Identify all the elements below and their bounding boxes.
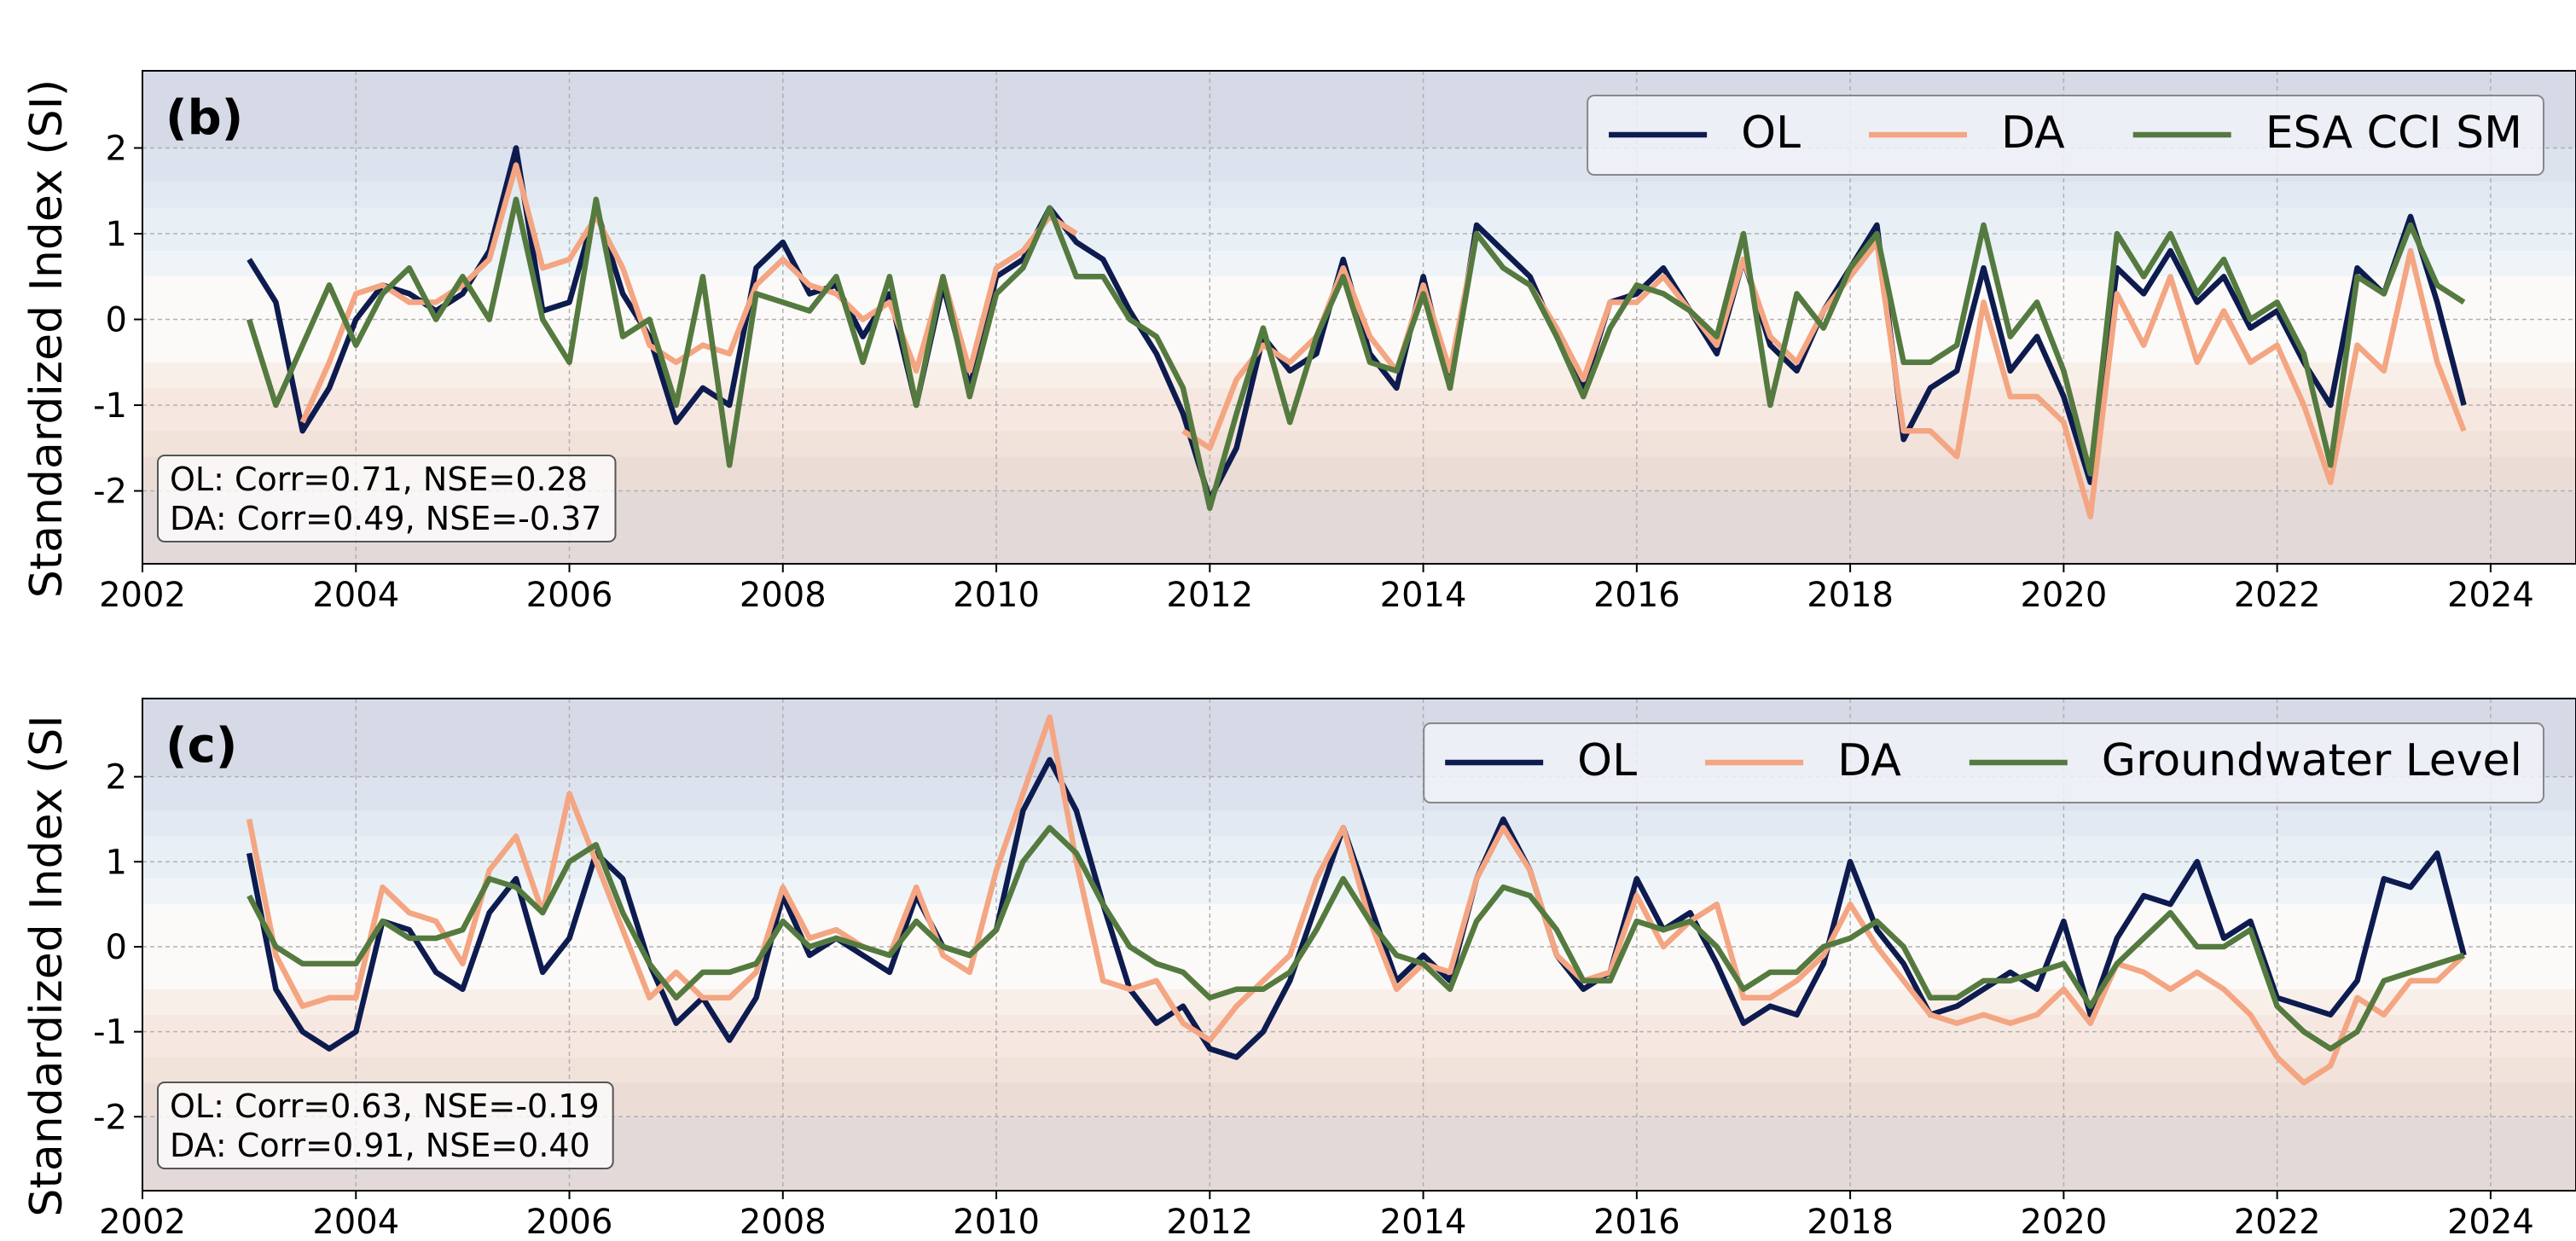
series-line xyxy=(246,714,2466,1086)
x-tick-label: 2022 xyxy=(2234,1203,2321,1241)
x-tick-label: 2004 xyxy=(312,1203,399,1241)
y-tick-label: -2 xyxy=(93,1098,127,1137)
background-band xyxy=(142,207,2576,252)
y-tick-label: 2 xyxy=(106,758,127,797)
legend-label: OL xyxy=(1741,107,1801,159)
x-tick-label: 2008 xyxy=(740,576,827,615)
y-tick-label: 0 xyxy=(106,928,127,967)
x-tick-label: 2006 xyxy=(526,576,613,615)
y-tick-label: -2 xyxy=(93,473,127,512)
plot-area xyxy=(142,699,2576,1191)
x-tick-label: 2012 xyxy=(1166,1203,1253,1241)
x-tick-label: 2018 xyxy=(1807,576,1894,615)
y-tick-label: 1 xyxy=(106,215,127,254)
background-band xyxy=(142,810,2576,837)
axes-frame xyxy=(142,70,2576,565)
legend: OL DA Groundwater Level xyxy=(1423,722,2544,803)
x-tick-label: 2010 xyxy=(953,1203,1040,1241)
x-tick-label: 2016 xyxy=(1593,1203,1680,1241)
x-tick-label: 2024 xyxy=(2447,576,2534,615)
legend-label: DA xyxy=(2001,107,2065,159)
x-tick-label: 2008 xyxy=(740,1203,827,1241)
x-tick-label: 2002 xyxy=(99,576,186,615)
x-tick-label: 2010 xyxy=(953,576,1040,615)
axes-frame xyxy=(142,698,2576,1192)
background-band xyxy=(142,989,2576,1015)
stats-text: DA: Corr=0.49, NSE=-0.37 xyxy=(170,500,602,537)
stats-text: OL: Corr=0.63, NSE=-0.19 xyxy=(170,1087,600,1125)
legend: OL DA ESA CCI SM xyxy=(1587,95,2544,176)
stats-box xyxy=(157,1082,614,1169)
chart-panel: -2 -1 0 1 2 2002 2004 2006 2008 2010 2012 2014 2016 2… xyxy=(21,70,2576,615)
background-band xyxy=(142,387,2576,432)
x-tick-label: 2020 xyxy=(2020,1203,2107,1241)
y-tick-label: 0 xyxy=(106,301,127,340)
y-axis-label: Standardized Index (SI xyxy=(21,715,73,1216)
x-tick-label: 2006 xyxy=(526,1203,613,1241)
background-band xyxy=(142,362,2576,388)
x-tick-label: 2018 xyxy=(1807,1203,1894,1241)
x-tick-label: 2004 xyxy=(312,576,399,615)
background-band xyxy=(142,431,2576,457)
y-axis-label: Standardized Index (SI) xyxy=(21,79,73,598)
panel-label: (c) xyxy=(165,718,237,774)
stats-box xyxy=(157,455,617,542)
x-tick-label: 2014 xyxy=(1380,1203,1467,1241)
series-line xyxy=(247,825,2465,1052)
x-tick-label: 2014 xyxy=(1380,576,1467,615)
x-tick-label: 2020 xyxy=(2020,576,2107,615)
legend-box xyxy=(1587,95,2544,176)
x-tick-label: 2002 xyxy=(99,1203,186,1241)
y-tick-label: 1 xyxy=(106,843,127,882)
legend-label: ESA CCI SM xyxy=(2266,107,2522,159)
legend-label: OL xyxy=(1577,735,1637,786)
background-band xyxy=(142,1014,2576,1058)
background-band xyxy=(142,1057,2576,1083)
y-tick-label: 2 xyxy=(106,129,127,168)
legend-label: Groundwater Level xyxy=(2102,735,2522,786)
x-tick-label: 2016 xyxy=(1593,576,1680,615)
x-tick-label: 2024 xyxy=(2447,1203,2534,1241)
panel-label: (b) xyxy=(165,90,243,146)
legend-label: DA xyxy=(1837,735,1901,786)
y-tick-label: -1 xyxy=(93,1013,127,1053)
stats-text: OL: Corr=0.71, NSE=0.28 xyxy=(170,461,588,498)
series-line xyxy=(246,196,2466,511)
background-band xyxy=(142,182,2576,208)
x-tick-label: 2022 xyxy=(2234,576,2321,615)
y-tick-label: -1 xyxy=(93,386,127,426)
x-tick-label: 2012 xyxy=(1166,576,1253,615)
stats-text: DA: Corr=0.91, NSE=0.40 xyxy=(170,1127,590,1164)
chart-panel: -2 -1 0 1 2 2002 2004 2006 2008 2010 2012 2014 2016 2… xyxy=(21,698,2576,1241)
